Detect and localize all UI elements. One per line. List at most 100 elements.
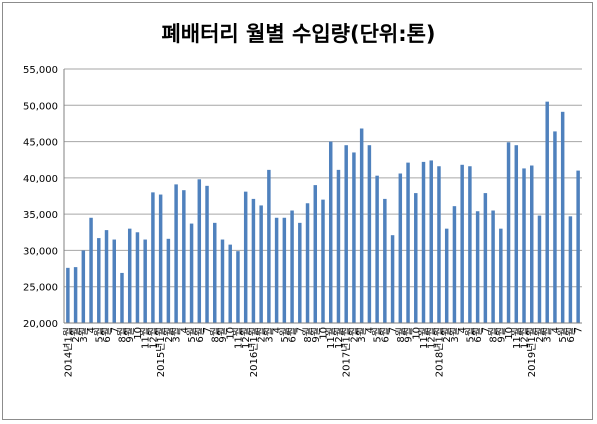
bar	[553, 131, 557, 323]
x-tick-label: 8월	[395, 327, 407, 343]
y-tick-label: 55,000	[23, 65, 58, 76]
x-tick-label: 8월	[116, 327, 128, 343]
bar	[290, 210, 294, 323]
x-tick-label: 5월	[93, 327, 105, 343]
x-tick-label: 12월	[333, 327, 345, 349]
bar	[189, 223, 194, 323]
bar	[545, 101, 549, 324]
x-tick-label: 11월	[140, 327, 152, 349]
x-tick-label: 6월	[101, 327, 113, 343]
x-tick-label: 2014년1월	[62, 327, 74, 377]
bar	[560, 111, 565, 324]
x-tick-label: 8월	[209, 327, 221, 343]
x-tick-label: 4	[87, 327, 98, 333]
bar	[537, 215, 542, 323]
x-tick-label: 3월	[171, 327, 183, 343]
x-tick-label: 7	[203, 327, 214, 333]
x-tick-label: 5월	[464, 327, 476, 343]
x-tick-label: 4	[365, 327, 376, 333]
bar	[81, 250, 86, 323]
bar	[236, 251, 240, 323]
x-tick-label: 10	[411, 327, 422, 340]
bar	[158, 194, 163, 323]
bar	[530, 165, 534, 323]
bar	[514, 145, 519, 323]
x-tick-label: 2019년1월	[526, 327, 538, 377]
bar	[367, 145, 372, 323]
x-tick-label: 2017년1월	[341, 327, 353, 377]
x-tick-label: 2월	[256, 327, 268, 343]
bar	[568, 216, 573, 323]
x-tick-label: 3월	[78, 327, 90, 343]
x-tick-label: 5월	[372, 327, 384, 343]
bar	[228, 244, 232, 323]
bar	[66, 267, 70, 323]
x-tick-label: 5월	[557, 327, 569, 343]
x-tick-label: 10	[133, 327, 144, 340]
x-tick-label: 2월	[70, 327, 82, 343]
x-tick-label: 9월	[495, 327, 507, 343]
x-tick-label: 7	[574, 327, 585, 333]
axes	[63, 69, 582, 324]
x-tick-label: 6월	[472, 327, 484, 343]
bar	[243, 191, 248, 323]
x-tick-label: 7	[110, 327, 121, 333]
y-tick-label: 50,000	[23, 101, 58, 112]
bar	[73, 267, 78, 323]
x-tick-label: 10	[504, 327, 515, 340]
bar	[282, 217, 287, 323]
x-tick-label: 3월	[449, 327, 461, 343]
bar	[213, 222, 217, 323]
bar	[460, 164, 464, 323]
x-tick-label: 7	[481, 327, 492, 333]
x-tick-label: 3월	[542, 327, 554, 343]
bar	[143, 239, 147, 323]
x-tick-label: 9월	[217, 327, 229, 343]
bar	[120, 272, 124, 323]
y-axis-tick-labels: 20,000 25,000 30,000 35,000 40,000 45,000 50,0…	[23, 65, 58, 330]
bar	[429, 160, 433, 323]
x-tick-label: 7	[295, 327, 306, 333]
y-tick-label: 45,000	[23, 138, 58, 149]
x-tick-label: 2월	[163, 327, 175, 343]
x-tick-label: 12월	[519, 327, 531, 349]
x-tick-label: 2016년1월	[248, 327, 260, 377]
bar	[491, 210, 495, 323]
x-axis-tick-labels: 2014년1월2월3월45월6월78월9월1011월12월2015년1월2월3월…	[62, 327, 584, 377]
bar	[576, 170, 580, 323]
bar	[452, 206, 457, 323]
x-tick-label: 12월	[426, 327, 438, 349]
bar	[444, 228, 449, 323]
x-tick-label: 9월	[403, 327, 415, 343]
y-tick-label: 40,000	[23, 174, 58, 185]
bar	[267, 169, 271, 323]
x-tick-label: 6월	[565, 327, 577, 343]
x-tick-label: 2015년1월	[155, 327, 167, 377]
bar	[298, 222, 302, 323]
bar	[305, 203, 310, 323]
x-tick-label: 8월	[488, 327, 500, 343]
y-tick-label: 30,000	[23, 246, 58, 257]
x-tick-label: 3월	[263, 327, 275, 343]
x-tick-label: 10	[319, 327, 330, 340]
bar	[104, 230, 109, 323]
bar	[383, 198, 387, 323]
x-tick-label: 5월	[279, 327, 291, 343]
x-tick-label: 11월	[325, 327, 337, 349]
y-tick-label: 20,000	[23, 319, 58, 330]
bar	[220, 239, 225, 323]
bar	[97, 238, 101, 323]
bar	[344, 145, 348, 323]
x-tick-label: 4	[458, 327, 469, 333]
x-tick-label: 6월	[287, 327, 299, 343]
bar	[328, 141, 333, 323]
bar	[321, 199, 325, 323]
bar	[135, 232, 140, 323]
bar	[522, 168, 526, 323]
bar	[127, 228, 132, 323]
x-tick-label: 6월	[379, 327, 391, 343]
x-tick-label: 3월	[356, 327, 368, 343]
x-tick-label: 6월	[194, 327, 206, 343]
x-tick-label: 9월	[124, 327, 136, 343]
